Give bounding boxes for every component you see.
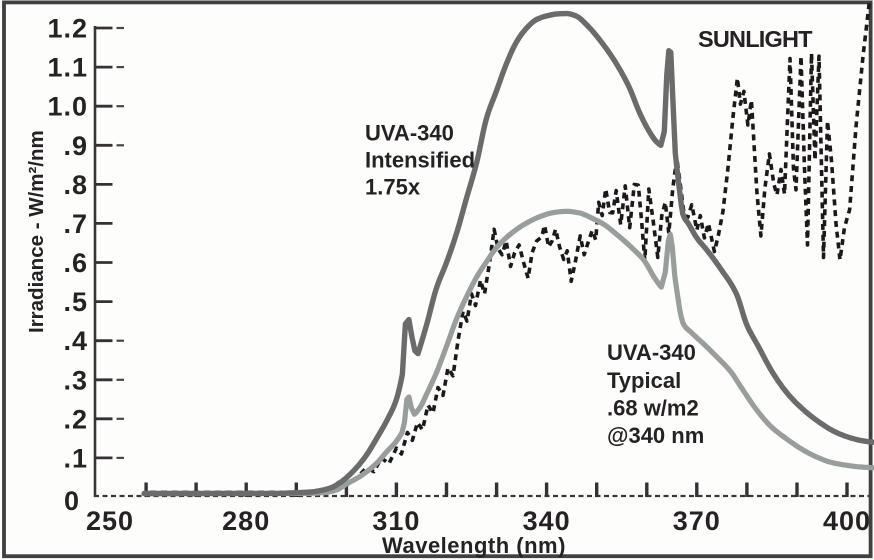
svg-text:UVA-340: UVA-340: [607, 340, 696, 365]
svg-text:.1: .1: [63, 443, 88, 473]
svg-text:Typical: Typical: [607, 368, 681, 393]
svg-text:.68 w/m2: .68 w/m2: [607, 396, 699, 421]
svg-text:.9: .9: [63, 131, 88, 161]
svg-text:Wavelength (nm): Wavelength (nm): [382, 533, 566, 558]
svg-text:@340 nm: @340 nm: [607, 423, 704, 448]
svg-text:.5: .5: [63, 287, 88, 317]
svg-text:1.2: 1.2: [47, 14, 88, 44]
svg-text:370: 370: [673, 506, 721, 536]
svg-text:1.75x: 1.75x: [365, 175, 421, 200]
svg-text:1.0: 1.0: [47, 92, 88, 122]
svg-text:400: 400: [823, 506, 871, 536]
svg-text:.7: .7: [63, 209, 88, 239]
svg-text:.3: .3: [63, 365, 88, 395]
svg-text:250: 250: [86, 506, 134, 536]
svg-text:.8: .8: [63, 170, 88, 200]
svg-text:310: 310: [372, 506, 420, 536]
svg-text:SUNLIGHT: SUNLIGHT: [698, 26, 813, 52]
svg-text:.4: .4: [63, 326, 88, 356]
svg-text:UVA-340: UVA-340: [365, 121, 454, 146]
svg-text:.6: .6: [63, 248, 88, 278]
svg-text:Intensified: Intensified: [365, 148, 475, 173]
svg-text:340: 340: [523, 506, 571, 536]
svg-text:280: 280: [222, 506, 270, 536]
svg-text:.2: .2: [63, 404, 88, 434]
svg-text:0: 0: [64, 486, 80, 516]
svg-text:1.1: 1.1: [47, 53, 88, 83]
svg-text:Irradiance - W/m²/nm: Irradiance - W/m²/nm: [25, 130, 48, 333]
